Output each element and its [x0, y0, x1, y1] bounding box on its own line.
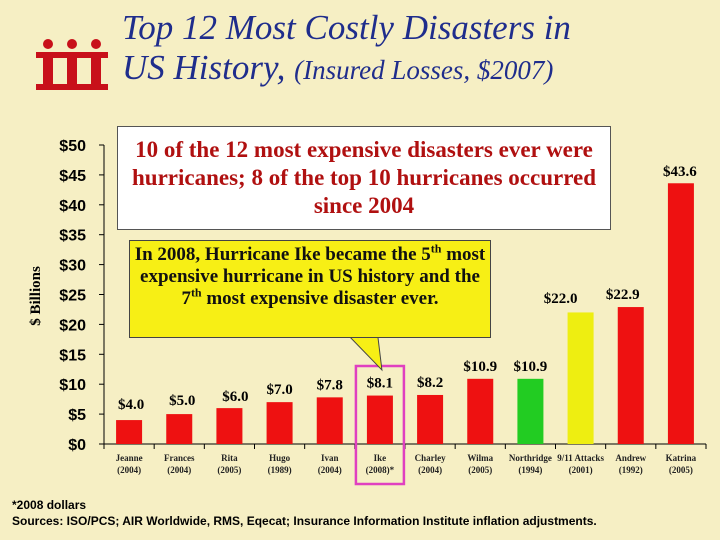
x-category-label: Ivan: [321, 453, 339, 463]
bar-andrew: [617, 307, 644, 444]
x-category-label: Jeanne: [116, 453, 143, 463]
bar-frances: [166, 414, 193, 444]
x-category-label: Northridge: [509, 453, 552, 463]
y-tick-label: $20: [59, 317, 86, 334]
x-year-label: (2001): [569, 465, 593, 475]
bar-charley: [417, 394, 444, 444]
bar-9-11-attacks: [567, 312, 594, 444]
value-label: $10.9: [514, 359, 548, 375]
y-tick-label: $40: [59, 198, 86, 215]
value-labels: $4.0 $5.0 $6.0 $7.0 $7.8 $8.1 $8.2 $10.9 $10.9 $2…: [118, 164, 697, 413]
value-label: $43.6: [663, 164, 697, 180]
x-category-label: 9/11 Attacks: [557, 453, 604, 463]
x-year-label: (2008)*: [366, 465, 395, 475]
y-tick-label: $50: [59, 138, 86, 155]
callout-text-1: In 2008, Hurricane Ike became the 5: [134, 244, 431, 265]
x-category-label: Ike: [374, 453, 387, 463]
value-label: $5.0: [169, 393, 195, 409]
value-label: $22.9: [606, 287, 640, 303]
x-year-label: (1992): [619, 465, 643, 475]
iii-logo: [36, 39, 108, 90]
y-tick-label: $10: [59, 377, 86, 394]
x-year-label: (1989): [268, 465, 292, 475]
title-subtitle: (Insured Losses, $2007): [294, 55, 554, 85]
title-line-2: US History, (Insured Losses, $2007): [122, 48, 712, 90]
x-year-label: (2005): [468, 465, 492, 475]
callout-sup-1: th: [430, 241, 442, 256]
x-year-label: (2005): [217, 465, 241, 475]
bar-ivan: [316, 397, 343, 444]
bar-ike: [366, 395, 393, 444]
x-category-label: Katrina: [666, 453, 697, 463]
x-axis-labels: Jeanne (2004) Frances (2004) Rita (2005) Hugo (…: [116, 453, 697, 475]
value-label: $7.8: [317, 377, 343, 393]
x-category-label: Andrew: [615, 453, 646, 463]
y-axis-title: $ Billions: [28, 266, 44, 326]
callout-text-3: most expensive disaster ever.: [201, 288, 439, 309]
summary-note: 10 of the 12 most expensive disasters ev…: [117, 126, 611, 230]
y-axis: $0 $5 $10 $15 $20 $25 $30 $35 $40 $45 $50: [59, 138, 707, 454]
value-label: $22.0: [544, 291, 578, 307]
footnote-sources: Sources: ISO/PCS; AIR Worldwide, RMS, Eq…: [12, 514, 597, 528]
callout-text-2: most expensive hurricane in US history a…: [140, 244, 486, 309]
x-category-label: Charley: [415, 453, 446, 463]
footnote-dollars: *2008 dollars: [12, 498, 87, 512]
footnote: *2008 dollars Sources: ISO/PCS; AIR Worl…: [12, 497, 712, 529]
x-year-label: (1994): [518, 465, 542, 475]
ike-callout: In 2008, Hurricane Ike became the 5th mo…: [129, 240, 491, 338]
x-category-label: Hugo: [269, 453, 291, 463]
bar-northridge: [517, 378, 544, 444]
y-tick-label: $0: [68, 437, 86, 454]
x-category-label: Rita: [221, 453, 238, 463]
x-year-label: (2005): [669, 465, 693, 475]
x-category-label: Wilma: [467, 453, 493, 463]
bar-hugo: [266, 402, 293, 444]
y-tick-label: $45: [59, 168, 86, 185]
title-line-2-main: US History,: [122, 48, 295, 87]
y-tick-label: $35: [59, 228, 86, 245]
y-tick-label: $30: [59, 258, 86, 275]
page-title: Top 12 Most Costly Disasters in US Histo…: [122, 8, 712, 90]
bar-wilma: [467, 378, 494, 444]
bar-jeanne: [116, 420, 143, 444]
value-label: $10.9: [463, 359, 497, 375]
value-label: $8.1: [367, 376, 393, 392]
bar-rita: [216, 408, 243, 444]
title-line-1: Top 12 Most Costly Disasters in: [122, 8, 571, 47]
y-tick-label: $25: [59, 288, 86, 305]
x-year-label: (2004): [117, 465, 141, 475]
x-year-label: (2004): [418, 465, 442, 475]
y-tick-label: $5: [68, 407, 86, 424]
bar-katrina: [667, 183, 694, 444]
value-label: $4.0: [118, 397, 144, 413]
value-label: $7.0: [266, 382, 292, 398]
bars: [116, 183, 694, 486]
x-year-label: (2004): [318, 465, 342, 475]
y-tick-label: $15: [59, 347, 86, 364]
callout-sup-2: th: [190, 285, 202, 300]
value-label: $6.0: [222, 389, 248, 405]
x-category-label: Frances: [164, 453, 195, 463]
value-label: $8.2: [417, 375, 443, 391]
x-year-label: (2004): [167, 465, 191, 475]
